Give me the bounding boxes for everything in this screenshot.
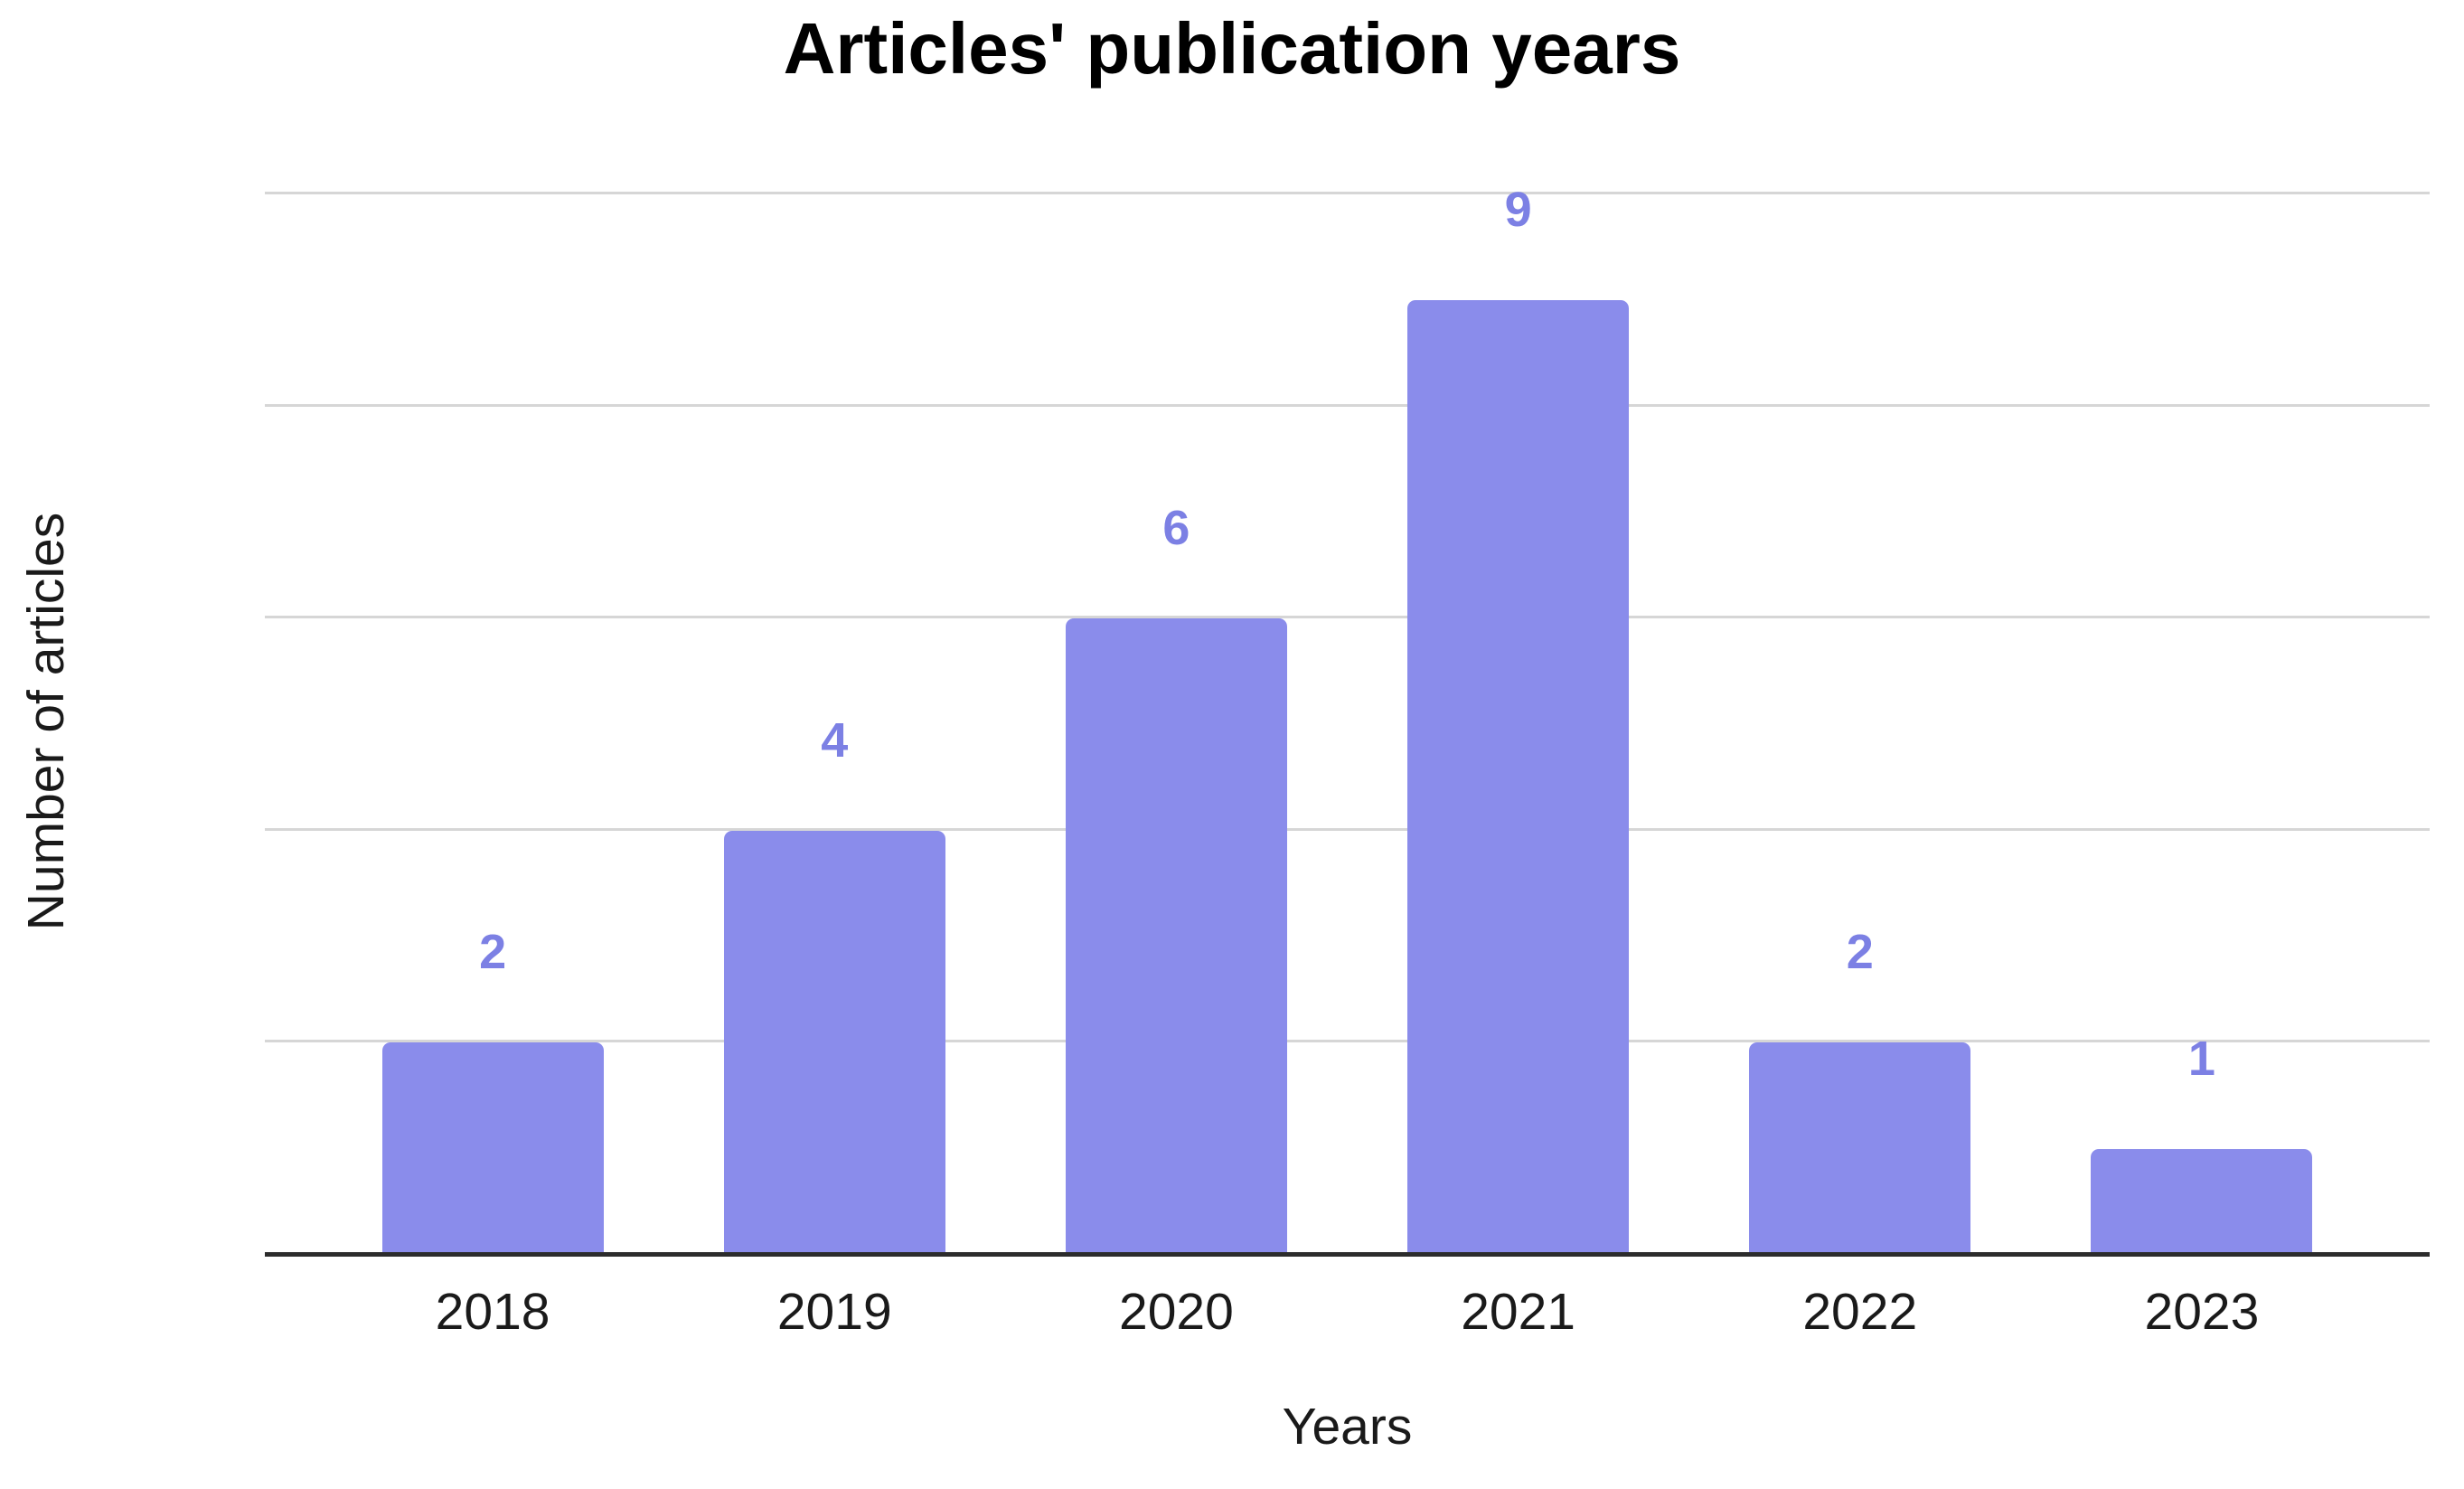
gridline-10 <box>265 192 2430 194</box>
x-axis-line <box>265 1252 2430 1257</box>
y-axis-title: Number of articles <box>17 512 75 931</box>
chart-title: Articles' publication years <box>783 8 1681 89</box>
x-axis-title: Years <box>1282 1398 1413 1456</box>
data-label-2018: 2 <box>479 925 507 980</box>
gridline-2 <box>265 1040 2430 1043</box>
bar-2021 <box>1407 300 1630 1252</box>
bar-2018 <box>381 1042 604 1252</box>
bar-slot-2018: 2 <box>322 192 663 1252</box>
bar-2023 <box>2091 1148 2313 1252</box>
x-tick-2018: 2018 <box>435 1283 550 1341</box>
gridline-8 <box>265 403 2430 407</box>
bar-slot-2021: 9 <box>1348 185 1689 1252</box>
bar-2020 <box>1065 618 1287 1252</box>
data-label-2022: 2 <box>1846 925 1874 980</box>
gridline-4 <box>265 827 2430 831</box>
data-label-2020: 6 <box>1162 501 1190 556</box>
x-tick-labels: 2018 2019 2020 2021 2022 2023 <box>265 1282 2430 1342</box>
data-label-2023: 1 <box>2187 1031 2215 1086</box>
bar-slot-2019: 4 <box>663 192 1005 1252</box>
x-tick-2021: 2021 <box>1461 1283 1575 1341</box>
data-label-2021: 9 <box>1504 183 1532 238</box>
bars-band: 2 4 6 9 2 1 <box>265 185 2430 1252</box>
bar-slot-2020: 6 <box>1005 192 1347 1252</box>
bar-slot-2022: 2 <box>1689 192 2031 1252</box>
bar-slot-2023: 1 <box>2031 192 2373 1252</box>
plot-area: 2 4 6 9 2 1 <box>265 185 2430 1257</box>
gridline-6 <box>265 616 2430 619</box>
x-tick-2023: 2023 <box>2144 1283 2260 1341</box>
x-tick-2022: 2022 <box>1802 1283 1918 1341</box>
bar-2022 <box>1749 1042 1971 1252</box>
x-tick-2020: 2020 <box>1119 1283 1234 1341</box>
data-label-2019: 4 <box>821 712 849 768</box>
x-tick-2019: 2019 <box>776 1283 892 1341</box>
bar-2019 <box>723 830 945 1252</box>
